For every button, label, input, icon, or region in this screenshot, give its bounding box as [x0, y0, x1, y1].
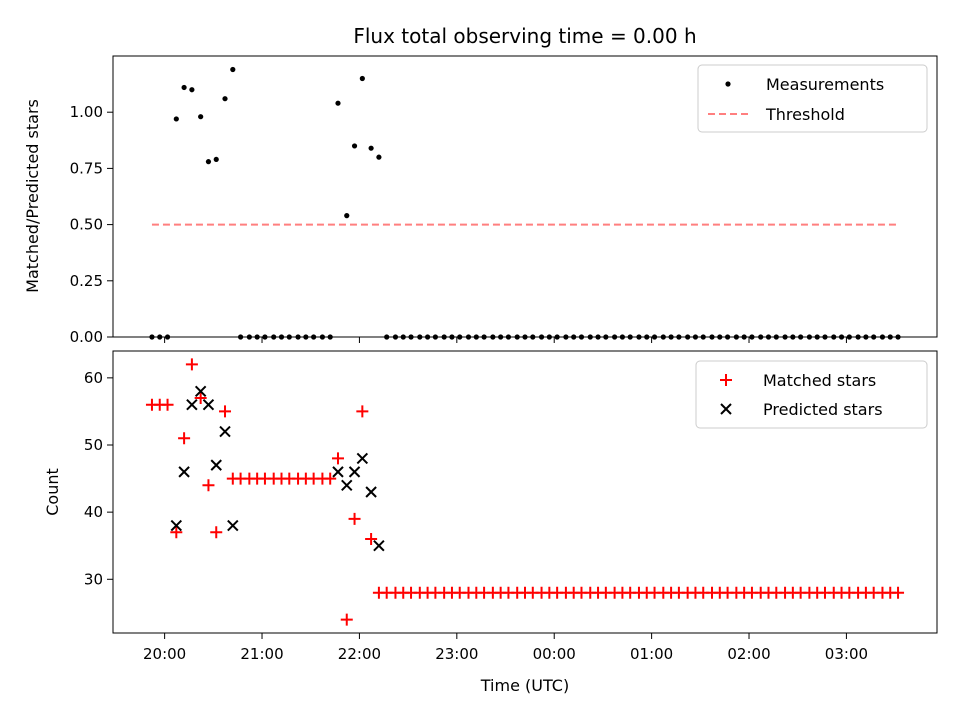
bottom-plot-area: [145, 358, 905, 626]
bottom-legend-box: [695, 360, 928, 429]
matched-star-point: [219, 405, 232, 418]
predicted-star-point: [202, 399, 215, 411]
x-tick-label: 02:00: [727, 645, 770, 663]
top-y-axis-label: Matched/Predicted stars: [23, 99, 42, 293]
matched-star-point: [185, 358, 198, 371]
predicted-star-point: [186, 399, 198, 411]
predicted-star-point: [178, 466, 190, 478]
predicted-star-point: [365, 486, 377, 498]
matched-star-point: [365, 533, 378, 545]
measurement-point: [213, 156, 219, 163]
predicted-star-point: [227, 519, 239, 532]
measurement-point: [368, 145, 374, 151]
matched-star-point: [161, 398, 174, 411]
top-plot-frame: [112, 55, 938, 338]
predicted-star-point: [373, 540, 385, 552]
matched-star-point: [178, 432, 191, 445]
predicted-stars-legend-marker: [720, 403, 732, 415]
matched-star-point: [892, 586, 905, 599]
bottom-y-tick-label: 40: [84, 503, 103, 521]
matched-star-point: [348, 512, 361, 525]
top-y-tick-label: 0.00: [70, 328, 103, 346]
predicted-star-point: [210, 459, 222, 471]
measurement-point: [344, 213, 350, 219]
bottom-y-tick-label: 60: [84, 369, 103, 387]
matched-star-point: [340, 613, 353, 626]
measurements-legend-marker: [725, 81, 731, 87]
measurement-point: [205, 159, 212, 165]
top-chart-title: Flux total observing time = 0.00 h: [353, 24, 696, 48]
matched-star-point: [331, 452, 344, 465]
predicted-star-point: [194, 385, 207, 397]
matched-star-point: [202, 479, 215, 492]
measurement-point: [335, 100, 341, 106]
matched-star-point: [324, 472, 337, 485]
measurements-legend-label: Measurements: [766, 75, 884, 94]
x-tick-label: 00:00: [533, 645, 576, 663]
top-legend-box: [697, 64, 928, 133]
bottom-y-tick-label: 30: [84, 570, 103, 588]
matched-stars-legend-label: Matched stars: [763, 371, 876, 390]
threshold-legend-label: Threshold: [765, 105, 845, 124]
predicted-star-point: [356, 452, 369, 465]
measurement-point: [230, 66, 236, 73]
measurement-point: [173, 116, 179, 122]
matched-star-point: [210, 526, 223, 539]
top-legend: Measurements Threshold: [697, 64, 928, 133]
x-axis-label: Time (UTC): [480, 676, 569, 695]
measurement-point: [359, 75, 365, 82]
matched-star-point: [194, 392, 207, 404]
top-y-tick-label: 1.00: [70, 103, 103, 121]
measurement-point: [181, 84, 187, 91]
x-tick-label: 22:00: [338, 645, 381, 663]
x-tick-label: 21:00: [240, 645, 283, 663]
top-y-tick-label: 0.25: [70, 272, 103, 290]
bottom-legend: Matched stars Predicted stars: [695, 360, 928, 429]
measurement-point: [222, 96, 228, 102]
x-tick-label: 03:00: [825, 645, 868, 663]
matched-star-point: [170, 526, 183, 539]
predicted-star-point: [348, 466, 361, 478]
bottom-plot-frame: [112, 350, 938, 634]
bottom-y-axis-label: Count: [43, 468, 62, 516]
predicted-star-point: [170, 519, 183, 532]
top-y-tick-label: 0.75: [70, 159, 103, 177]
top-y-tick-label: 0.50: [70, 216, 103, 234]
matched-star-point: [356, 405, 369, 418]
x-tick-label: 01:00: [630, 645, 673, 663]
measurement-point: [198, 114, 204, 120]
x-tick-label: 20:00: [143, 645, 186, 663]
predicted-star-point: [219, 425, 231, 438]
predicted-star-point: [332, 466, 344, 478]
measurement-point: [189, 87, 195, 93]
measurement-point: [351, 143, 358, 149]
matched-stars-legend-marker: [720, 374, 732, 386]
predicted-stars-legend-label: Predicted stars: [763, 400, 883, 419]
x-tick-label: 23:00: [435, 645, 478, 663]
bottom-y-tick-label: 50: [84, 436, 103, 454]
measurement-point: [376, 154, 382, 160]
predicted-star-point: [341, 479, 353, 491]
